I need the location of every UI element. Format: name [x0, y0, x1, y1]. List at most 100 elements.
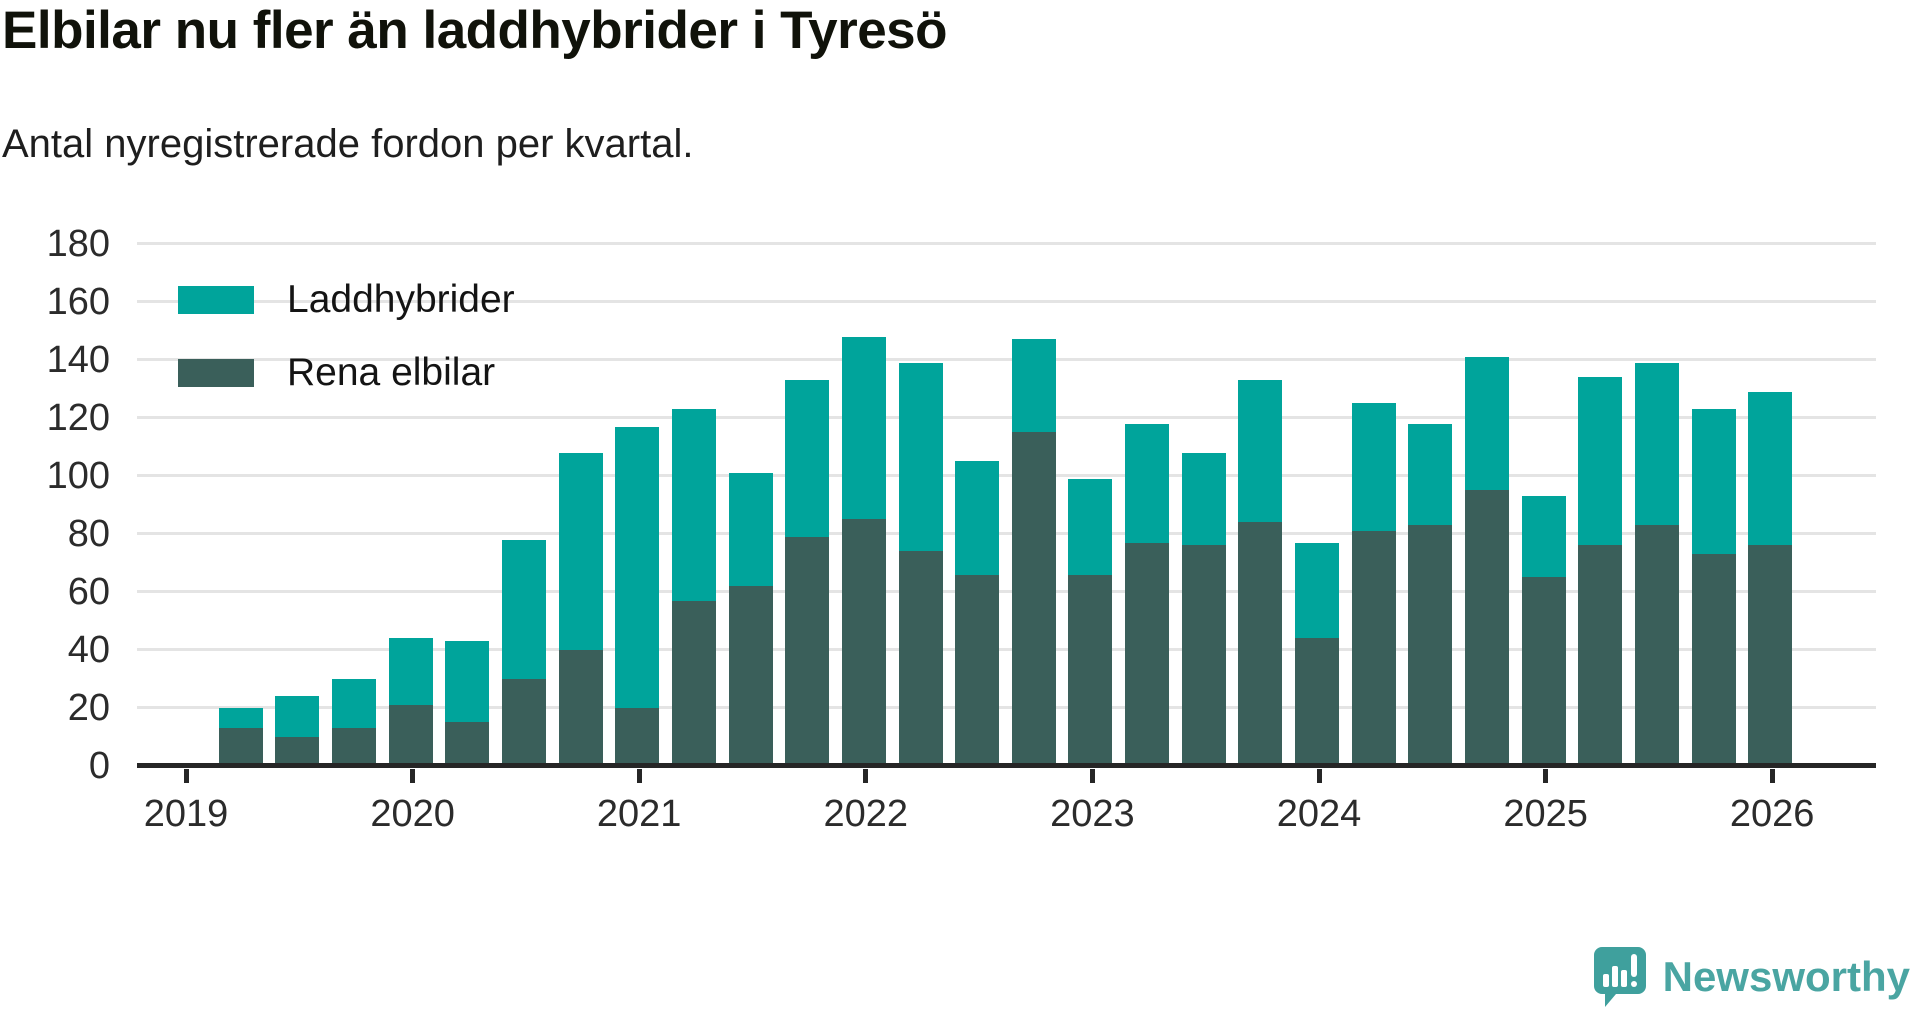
bar-segment-laddhybrider	[1521, 496, 1566, 578]
gridline-80	[137, 532, 1876, 536]
bar-segment-laddhybrider	[1634, 362, 1679, 526]
bar-2021-Q1	[615, 426, 660, 766]
x-tick-label-2020: 2020	[370, 793, 455, 835]
bar-2024-Q4	[1465, 356, 1509, 766]
bar-segment-rena-elbilar	[1634, 525, 1679, 766]
bar-2020-Q1	[388, 638, 433, 766]
bar-segment-rena-elbilar	[615, 707, 660, 766]
bar-2024-Q1	[1295, 542, 1340, 766]
plot-area: Laddhybrider Rena elbilar	[137, 222, 1876, 768]
legend-label-laddhybrider: Laddhybrider	[287, 278, 515, 321]
bar-2025-Q4	[1691, 409, 1736, 766]
bar-segment-laddhybrider	[1465, 356, 1509, 491]
bar-2023-Q1	[1068, 478, 1113, 766]
gridline-140	[137, 358, 1876, 362]
bar-segment-rena-elbilar	[1238, 522, 1283, 766]
chart-subtitle: Antal nyregistrerade fordon per kvartal.	[2, 122, 694, 166]
bar-segment-rena-elbilar	[955, 574, 1000, 766]
bar-segment-rena-elbilar	[501, 678, 546, 766]
bar-segment-rena-elbilar	[1465, 490, 1509, 766]
bar-segment-laddhybrider	[218, 707, 263, 729]
x-tick-2020	[410, 769, 416, 783]
y-tick-label-60: 60	[67, 570, 110, 613]
gridline-60	[137, 590, 1876, 594]
bar-2023-Q4	[1238, 380, 1283, 766]
x-tick-label-2019: 2019	[143, 793, 229, 835]
y-tick-label-100: 100	[46, 454, 110, 497]
bar-segment-rena-elbilar	[1351, 530, 1396, 766]
y-tick-label-180: 180	[46, 222, 110, 265]
x-tick-2025	[1543, 769, 1549, 783]
x-tick-label-2026: 2026	[1729, 793, 1815, 835]
bar-segment-laddhybrider	[615, 426, 660, 708]
bar-segment-rena-elbilar	[728, 586, 773, 766]
bar-2022-Q2	[898, 362, 943, 766]
y-tick-label-120: 120	[46, 396, 110, 439]
bar-segment-laddhybrider	[558, 452, 603, 650]
bar-2021-Q2	[671, 409, 716, 766]
bar-segment-rena-elbilar	[1295, 638, 1340, 766]
x-tick-label-2023: 2023	[1050, 793, 1135, 835]
bar-2022-Q4	[1011, 339, 1056, 766]
bar-2025-Q3	[1634, 362, 1679, 766]
bar-segment-laddhybrider	[1351, 403, 1396, 531]
bar-segment-laddhybrider	[898, 362, 943, 552]
x-tick-2021	[636, 769, 642, 783]
y-axis-labels: 0 20 40 60 80 100 120 140 160 180	[0, 0, 110, 1010]
bar-segment-rena-elbilar	[1408, 525, 1453, 766]
x-tick-2024	[1316, 769, 1322, 783]
x-tick-2019	[183, 769, 189, 783]
legend: Laddhybrider Rena elbilar	[178, 278, 515, 424]
bar-segment-laddhybrider	[1408, 423, 1453, 526]
bar-segment-laddhybrider	[728, 472, 773, 587]
x-tick-2023	[1089, 769, 1095, 783]
bar-segment-rena-elbilar	[785, 536, 830, 766]
bar-2022-Q3	[955, 461, 1000, 766]
x-tick-label-2025: 2025	[1503, 793, 1588, 835]
bar-segment-laddhybrider	[1068, 478, 1113, 575]
y-tick-label-40: 40	[67, 628, 110, 671]
bar-2019-Q3	[275, 696, 320, 766]
bar-2025-Q2	[1578, 377, 1623, 766]
y-tick-label-20: 20	[67, 686, 110, 729]
bar-2021-Q3	[728, 472, 773, 766]
legend-swatch-laddhybrider	[178, 286, 254, 314]
bar-segment-laddhybrider	[1238, 380, 1283, 523]
bar-segment-rena-elbilar	[898, 551, 943, 766]
y-tick-label-80: 80	[67, 512, 110, 555]
bar-2021-Q4	[785, 380, 830, 766]
bar-2026-Q1	[1748, 391, 1793, 766]
bar-segment-laddhybrider	[388, 638, 433, 706]
bar-segment-laddhybrider	[501, 539, 546, 679]
bar-segment-rena-elbilar	[671, 600, 716, 766]
gridline-40	[137, 648, 1876, 652]
legend-label-rena-elbilar: Rena elbilar	[287, 351, 496, 394]
bar-2025-Q1	[1521, 496, 1566, 766]
bar-segment-laddhybrider	[275, 696, 320, 737]
bar-2020-Q4	[558, 452, 603, 766]
newsworthy-speech-bubble-chart-icon	[1593, 947, 1646, 1007]
bar-segment-rena-elbilar	[275, 736, 320, 766]
bar-segment-rena-elbilar	[445, 722, 490, 766]
bar-segment-laddhybrider	[1578, 377, 1623, 546]
y-tick-label-140: 140	[46, 338, 110, 381]
legend-swatch-rena-elbilar	[178, 359, 254, 387]
bar-2020-Q2	[445, 641, 490, 766]
bar-2020-Q3	[501, 539, 546, 766]
legend-item-laddhybrider: Laddhybrider	[178, 278, 515, 322]
bar-segment-rena-elbilar	[1691, 554, 1736, 766]
bar-segment-rena-elbilar	[332, 728, 376, 766]
bar-2023-Q2	[1125, 423, 1170, 766]
bar-segment-rena-elbilar	[1068, 574, 1113, 766]
gridline-180	[137, 242, 1876, 246]
bar-segment-rena-elbilar	[388, 705, 433, 766]
x-axis-line	[137, 763, 1876, 768]
bar-segment-laddhybrider	[1181, 452, 1226, 546]
bar-segment-rena-elbilar	[1578, 545, 1623, 766]
bar-2019-Q2	[218, 707, 263, 766]
bar-segment-rena-elbilar	[1521, 577, 1566, 766]
gridline-100	[137, 474, 1876, 478]
bar-segment-rena-elbilar	[841, 519, 886, 766]
bar-segment-rena-elbilar	[1011, 432, 1056, 766]
chart-title: Elbilar nu fler än laddhybrider i Tyresö	[2, 1, 948, 60]
